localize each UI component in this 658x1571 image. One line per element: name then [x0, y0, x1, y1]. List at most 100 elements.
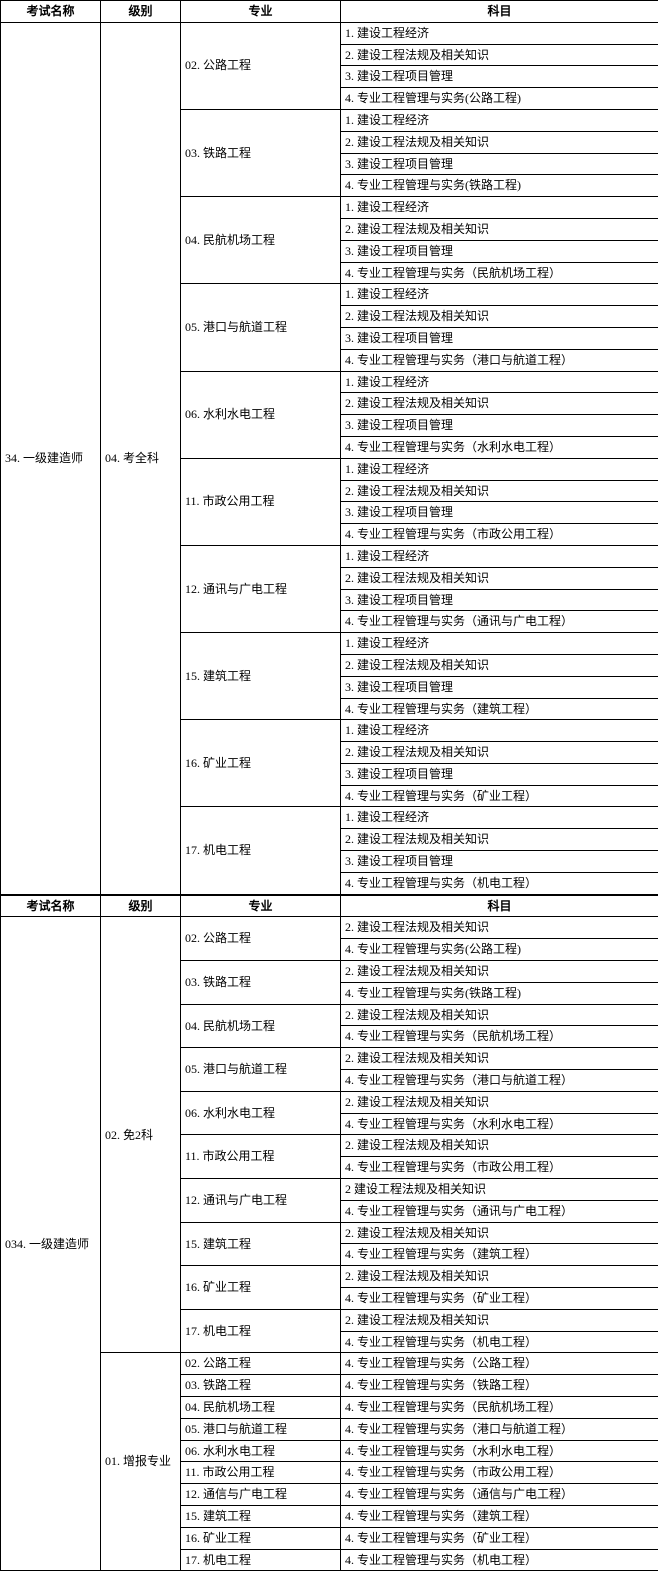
level-name: 04. 考全科	[101, 22, 181, 894]
subject-name: 4. 专业工程管理与实务（建筑工程）	[341, 1244, 658, 1266]
subject-name: 4. 专业工程管理与实务（建筑工程）	[341, 1505, 658, 1527]
subject-name: 4. 专业工程管理与实务（铁路工程）	[341, 1375, 658, 1397]
subject-name: 2. 建设工程法规及相关知识	[341, 654, 658, 676]
subject-name: 1. 建设工程经济	[341, 720, 658, 742]
major-name: 12. 通讯与广电工程	[181, 545, 341, 632]
subject-name: 2. 建设工程法规及相关知识	[341, 1222, 658, 1244]
subject-name: 1. 建设工程经济	[341, 371, 658, 393]
subject-name: 1. 建设工程经济	[341, 545, 658, 567]
subject-name: 4. 专业工程管理与实务（矿业工程）	[341, 1288, 658, 1310]
subject-name: 2. 建设工程法规及相关知识	[341, 829, 658, 851]
major-name: 12. 通信与广电工程	[181, 1484, 341, 1506]
subject-name: 3. 建设工程项目管理	[341, 763, 658, 785]
header-exam: 考试名称	[1, 1, 101, 23]
major-name: 16. 矿业工程	[181, 720, 341, 807]
major-name: 05. 港口与航道工程	[181, 1048, 341, 1092]
major-name: 11. 市政公用工程	[181, 1135, 341, 1179]
subject-name: 2. 建设工程法规及相关知识	[341, 480, 658, 502]
major-name: 17. 机电工程	[181, 1549, 341, 1571]
major-name: 12. 通讯与广电工程	[181, 1179, 341, 1223]
major-name: 05. 港口与航道工程	[181, 284, 341, 371]
major-name: 17. 机电工程	[181, 807, 341, 894]
subject-name: 4. 专业工程管理与实务（民航机场工程）	[341, 262, 658, 284]
subject-name: 1. 建设工程经济	[341, 458, 658, 480]
subject-name: 3. 建设工程项目管理	[341, 153, 658, 175]
exam-name: 034. 一级建造师	[1, 917, 101, 1571]
subject-name: 2. 建设工程法规及相关知识	[341, 44, 658, 66]
major-name: 06. 水利水电工程	[181, 1091, 341, 1135]
exam-table-2: 考试名称级别专业科目034. 一级建造师02. 免2科02. 公路工程2. 建设…	[0, 895, 658, 1571]
subject-name: 4. 专业工程管理与实务（港口与航道工程）	[341, 1418, 658, 1440]
subject-name: 4. 专业工程管理与实务（机电工程）	[341, 1331, 658, 1353]
subject-name: 2. 建设工程法规及相关知识	[341, 131, 658, 153]
major-name: 17. 机电工程	[181, 1309, 341, 1353]
subject-name: 2 建设工程法规及相关知识	[341, 1179, 658, 1201]
subject-name: 4. 专业工程管理与实务（机电工程）	[341, 1549, 658, 1571]
subject-name: 3. 建设工程项目管理	[341, 851, 658, 873]
subject-name: 2. 建设工程法规及相关知识	[341, 393, 658, 415]
major-name: 16. 矿业工程	[181, 1527, 341, 1549]
major-name: 15. 建筑工程	[181, 1505, 341, 1527]
major-name: 04. 民航机场工程	[181, 1397, 341, 1419]
major-name: 05. 港口与航道工程	[181, 1418, 341, 1440]
exam-name: 34. 一级建造师	[1, 22, 101, 894]
subject-name: 4. 专业工程管理与实务（港口与航道工程）	[341, 1070, 658, 1092]
subject-name: 3. 建设工程项目管理	[341, 327, 658, 349]
subject-name: 4. 专业工程管理与实务（通讯与广电工程）	[341, 1200, 658, 1222]
subject-name: 4. 专业工程管理与实务（通讯与广电工程）	[341, 611, 658, 633]
subject-name: 2. 建设工程法规及相关知识	[341, 1091, 658, 1113]
subject-name: 1. 建设工程经济	[341, 284, 658, 306]
subject-name: 3. 建设工程项目管理	[341, 676, 658, 698]
subject-name: 4. 专业工程管理与实务（水利水电工程）	[341, 1113, 658, 1135]
subject-name: 4. 专业工程管理与实务（矿业工程）	[341, 1527, 658, 1549]
level-name: 01. 增报专业	[101, 1353, 181, 1571]
subject-name: 3. 建设工程项目管理	[341, 589, 658, 611]
header-subject: 科目	[341, 895, 658, 917]
subject-name: 4. 专业工程管理与实务（水利水电工程）	[341, 1440, 658, 1462]
subject-name: 2. 建设工程法规及相关知识	[341, 961, 658, 983]
subject-name: 3. 建设工程项目管理	[341, 240, 658, 262]
subject-name: 4. 专业工程管理与实务(铁路工程)	[341, 175, 658, 197]
exam-table-1: 考试名称级别专业科目34. 一级建造师04. 考全科02. 公路工程1. 建设工…	[0, 0, 658, 895]
subject-name: 4. 专业工程管理与实务（民航机场工程）	[341, 1397, 658, 1419]
subject-name: 4. 专业工程管理与实务（市政公用工程）	[341, 1462, 658, 1484]
major-name: 03. 铁路工程	[181, 1375, 341, 1397]
major-name: 15. 建筑工程	[181, 1222, 341, 1266]
major-name: 04. 民航机场工程	[181, 1004, 341, 1048]
subject-name: 4. 专业工程管理与实务（公路工程）	[341, 1353, 658, 1375]
major-name: 03. 铁路工程	[181, 109, 341, 196]
major-name: 02. 公路工程	[181, 22, 341, 109]
subject-name: 2. 建设工程法规及相关知识	[341, 1309, 658, 1331]
header-exam: 考试名称	[1, 895, 101, 917]
subject-name: 1. 建设工程经济	[341, 197, 658, 219]
subject-name: 4. 专业工程管理与实务（水利水电工程）	[341, 436, 658, 458]
subject-name: 2. 建设工程法规及相关知识	[341, 742, 658, 764]
subject-name: 2. 建设工程法规及相关知识	[341, 917, 658, 939]
header-major: 专业	[181, 895, 341, 917]
header-level: 级别	[101, 1, 181, 23]
subject-name: 2. 建设工程法规及相关知识	[341, 1266, 658, 1288]
header-major: 专业	[181, 1, 341, 23]
subject-name: 4. 专业工程管理与实务（民航机场工程）	[341, 1026, 658, 1048]
major-name: 16. 矿业工程	[181, 1266, 341, 1310]
subject-name: 2. 建设工程法规及相关知识	[341, 218, 658, 240]
level-name: 02. 免2科	[101, 917, 181, 1353]
subject-name: 4. 专业工程管理与实务（建筑工程）	[341, 698, 658, 720]
header-level: 级别	[101, 895, 181, 917]
subject-name: 4. 专业工程管理与实务(公路工程)	[341, 939, 658, 961]
subject-name: 4. 专业工程管理与实务（市政公用工程）	[341, 524, 658, 546]
subject-name: 3. 建设工程项目管理	[341, 502, 658, 524]
major-name: 04. 民航机场工程	[181, 197, 341, 284]
subject-name: 4. 专业工程管理与实务（机电工程）	[341, 872, 658, 894]
subject-name: 1. 建设工程经济	[341, 22, 658, 44]
subject-name: 2. 建设工程法规及相关知识	[341, 306, 658, 328]
subject-name: 4. 专业工程管理与实务(铁路工程)	[341, 982, 658, 1004]
major-name: 06. 水利水电工程	[181, 371, 341, 458]
subject-name: 4. 专业工程管理与实务（市政公用工程）	[341, 1157, 658, 1179]
major-name: 03. 铁路工程	[181, 961, 341, 1005]
subject-name: 4. 专业工程管理与实务(公路工程)	[341, 88, 658, 110]
subject-name: 2. 建设工程法规及相关知识	[341, 567, 658, 589]
subject-name: 2. 建设工程法规及相关知识	[341, 1004, 658, 1026]
subject-name: 4. 专业工程管理与实务（矿业工程）	[341, 785, 658, 807]
major-name: 06. 水利水电工程	[181, 1440, 341, 1462]
